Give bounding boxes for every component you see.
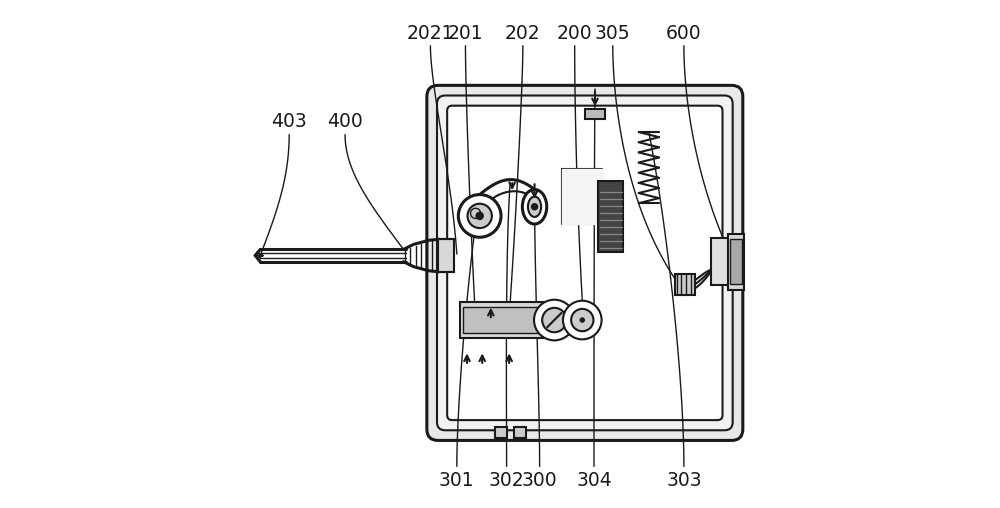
Circle shape (542, 308, 567, 332)
Circle shape (563, 301, 602, 339)
Ellipse shape (528, 197, 541, 217)
Bar (711, 238, 730, 285)
Text: 200: 200 (557, 23, 592, 43)
Text: 400: 400 (327, 112, 363, 132)
Bar (514, 427, 526, 438)
Bar (585, 109, 605, 119)
Circle shape (467, 204, 492, 228)
Circle shape (580, 318, 584, 322)
Text: 2021: 2021 (407, 23, 454, 43)
Bar (598, 181, 623, 252)
Bar (675, 274, 695, 295)
Text: 302: 302 (489, 470, 524, 490)
FancyBboxPatch shape (437, 96, 733, 430)
Text: 600: 600 (666, 23, 702, 43)
FancyBboxPatch shape (427, 85, 743, 440)
Circle shape (458, 195, 501, 237)
Text: 301: 301 (439, 470, 475, 490)
Bar (728, 234, 744, 290)
Polygon shape (562, 169, 617, 224)
Circle shape (534, 300, 575, 340)
Text: 305: 305 (595, 23, 631, 43)
FancyBboxPatch shape (447, 106, 723, 420)
Text: 304: 304 (576, 470, 612, 490)
Bar (463, 307, 554, 333)
Text: 303: 303 (666, 470, 702, 490)
Text: 202: 202 (505, 23, 541, 43)
Text: 403: 403 (271, 112, 307, 132)
Bar (460, 302, 557, 338)
Circle shape (571, 309, 593, 331)
Ellipse shape (522, 189, 547, 224)
Text: 300: 300 (522, 470, 557, 490)
Bar (730, 239, 742, 284)
Circle shape (531, 204, 538, 210)
Bar (438, 239, 454, 272)
Circle shape (476, 212, 483, 219)
Text: 201: 201 (448, 23, 483, 43)
Bar (495, 427, 507, 438)
